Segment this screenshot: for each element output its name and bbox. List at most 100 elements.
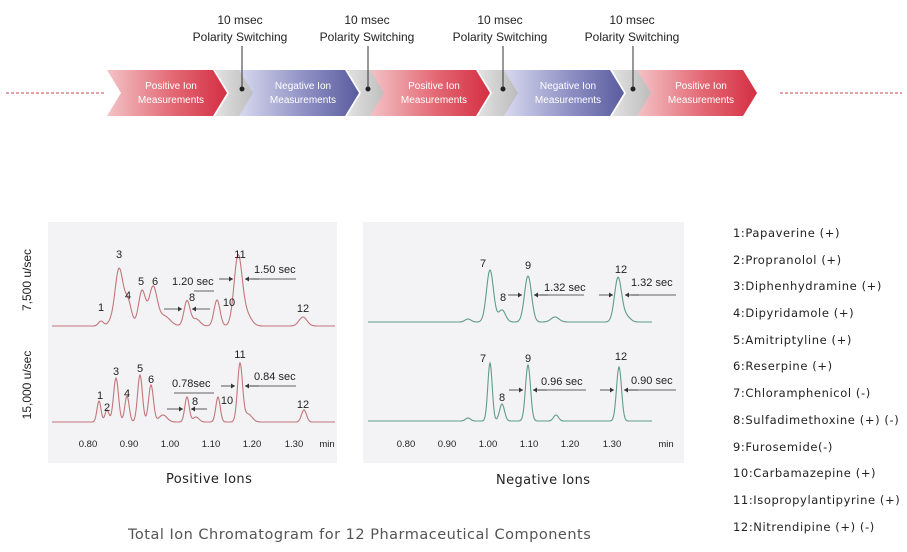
negative-panel-title: Negative Ions (496, 473, 591, 488)
timeline-chevrons: Positive Ion Measurements Negative Ion Meas… (107, 70, 757, 116)
x-tick-label: 0.80 (397, 439, 416, 450)
x-tick-label: 1.30 (603, 439, 622, 450)
peak-width-label: 1.32 sec (544, 282, 586, 294)
positive-panel-bg (48, 222, 337, 463)
negative-measurement-chevron (239, 70, 359, 116)
peak-label: 10 (223, 297, 235, 309)
switch-time-label: 10 msec (217, 13, 262, 27)
x-tick-label: 0.90 (438, 439, 457, 450)
peak-label: 3 (113, 366, 119, 378)
peak-label: 11 (234, 349, 245, 361)
peak-label: 8 (499, 392, 505, 404)
figure-caption: Total Ion Chromatogram for 12 Pharmaceut… (128, 527, 592, 543)
peak-width-label: 0.78sec (172, 378, 211, 390)
chromatogram-traces (52, 253, 652, 423)
switch-time-label: 10 msec (477, 13, 522, 27)
x-tick-label: 0.90 (120, 439, 139, 450)
peak-label: 12 (297, 399, 309, 411)
peak-label: 3 (116, 249, 122, 261)
switch-text-label: Polarity Switching (320, 30, 415, 44)
negative-trace-top (368, 269, 652, 323)
peak-label: 4 (124, 388, 130, 400)
peak-label: 1 (97, 390, 103, 402)
switch-text-label: Polarity Switching (193, 30, 288, 44)
legend-item: 2:Propranolol (+) (733, 252, 842, 267)
positive-trace-top (52, 253, 335, 327)
x-tick-label: 1.20 (243, 439, 262, 450)
legend-item: 1:Papaverine (+) (733, 226, 841, 240)
legend-item: 5:Amitriptyline (+) (733, 332, 852, 347)
switch-callout-dot (630, 86, 636, 92)
negative-trace-bottom (368, 361, 652, 422)
x-tick-label: 1.00 (479, 439, 498, 450)
peak-label: 12 (615, 351, 627, 363)
positive-measurement-chevron (370, 70, 490, 116)
positive-panel-title: Positive Ions (166, 472, 253, 487)
switch-text-label: Polarity Switching (585, 30, 680, 44)
legend-item: 9:Furosemide(-) (733, 439, 833, 454)
chevron-label-line2: Measurements (401, 95, 467, 106)
negative-panel-bg (363, 222, 684, 463)
legend-item: 12:Nitrendipine (+) (-) (733, 519, 875, 534)
width-annotations: 1.20 sec 1.50 sec 0.78sec 0.84 sec 1.32 sec 1… (164, 264, 676, 412)
peak-width-label: 0.90 sec (631, 375, 673, 387)
peak-label: 12 (297, 303, 309, 315)
chevron-label-line2: Measurements (668, 95, 734, 106)
positive-measurement-chevron (107, 70, 227, 116)
peak-label: 8 (500, 292, 506, 304)
positive-trace-bottom (52, 361, 335, 423)
chevron-label-line1: Negative Ion (540, 81, 596, 92)
x-tick-label: 1.20 (561, 439, 580, 450)
peak-width-label: 1.20 sec (172, 276, 214, 288)
switch-time-label: 10 msec (609, 13, 654, 27)
legend-item: 7:Chloramphenicol (-) (733, 386, 871, 401)
switch-callout-dot (239, 86, 245, 92)
peak-width-label: 1.32 sec (631, 277, 673, 289)
legend-item: 8:Sulfadimethoxine (+) (-) (733, 412, 900, 427)
peak-label: 8 (192, 396, 198, 408)
peak-label: 12 (615, 264, 627, 276)
chevron-label-line1: Positive Ion (145, 81, 197, 92)
switching-labels: 10 msec Polarity Switching 10 msec Polarity… (193, 13, 680, 92)
peak-label: 9 (525, 260, 531, 272)
x-unit-label: min (319, 439, 334, 450)
chevron-label-line2: Measurements (535, 95, 601, 106)
peak-width-label: 0.84 sec (254, 371, 296, 383)
negative-measurement-chevron (504, 70, 624, 116)
x-tick-label: 1.10 (202, 439, 221, 450)
x-unit-label: min (658, 439, 673, 450)
peak-width-label: 1.50 sec (254, 264, 296, 276)
peak-label: 9 (525, 353, 531, 365)
legend-item: 10:Carbamazepine (+) (733, 466, 877, 481)
peak-label: 7 (480, 258, 486, 270)
peak-label: 8 (189, 292, 195, 304)
peak-label: 2 (104, 402, 110, 414)
peak-label: 7 (480, 353, 486, 365)
peak-label: 11 (234, 249, 245, 261)
chevron-label-line2: Measurements (270, 95, 336, 106)
switch-text-label: Polarity Switching (453, 30, 548, 44)
peak-label: 5 (138, 276, 144, 288)
chevron-label-line1: Negative Ion (275, 81, 331, 92)
positive-measurement-chevron (637, 70, 757, 116)
x-axis-ticks: 0.80 0.90 1.00 1.10 1.20 1.30 min 0.80 0.90 1.00 1… (79, 439, 674, 450)
peak-label: 5 (137, 363, 143, 375)
compound-legend: 1:Papaverine (+) 2:Propranolol (+) 3:Dip… (733, 226, 903, 546)
peak-width-label: 0.96 sec (541, 376, 583, 388)
switch-callout-dot (365, 86, 371, 92)
legend-item: 11:Isopropylantipyrine (+) (733, 492, 901, 507)
legend-item: 3:Diphenhydramine (+) (733, 279, 882, 294)
x-tick-label: 1.10 (520, 439, 539, 450)
chevron-label-line1: Positive Ion (675, 81, 727, 92)
peak-label: 4 (125, 290, 131, 302)
peak-label: 10 (221, 395, 233, 407)
x-tick-label: 1.00 (161, 439, 180, 450)
chevron-label-line1: Positive Ion (408, 81, 460, 92)
peak-label: 6 (148, 374, 154, 386)
peak-label: 6 (152, 276, 158, 288)
switch-time-label: 10 msec (344, 13, 389, 27)
y-label-top: 7,500 u/sec (20, 249, 34, 311)
peak-label: 1 (98, 302, 104, 314)
